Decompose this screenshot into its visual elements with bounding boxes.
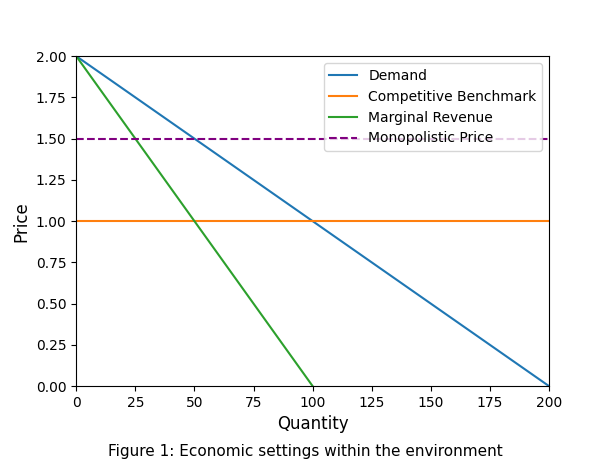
Text: Figure 1: Economic settings within the environment: Figure 1: Economic settings within the e… <box>107 444 503 459</box>
Legend: Demand, Competitive Benchmark, Marginal Revenue, Monopolistic Price: Demand, Competitive Benchmark, Marginal … <box>324 63 542 151</box>
Monopolistic Price <box>73 136 80 141</box>
Monopolistic Price <box>75 136 82 141</box>
Competitive Benchmark <box>75 218 82 224</box>
Competitive Benchmark <box>73 218 80 224</box>
Y-axis label: Price: Price <box>12 201 30 241</box>
X-axis label: Quantity: Quantity <box>277 416 348 433</box>
